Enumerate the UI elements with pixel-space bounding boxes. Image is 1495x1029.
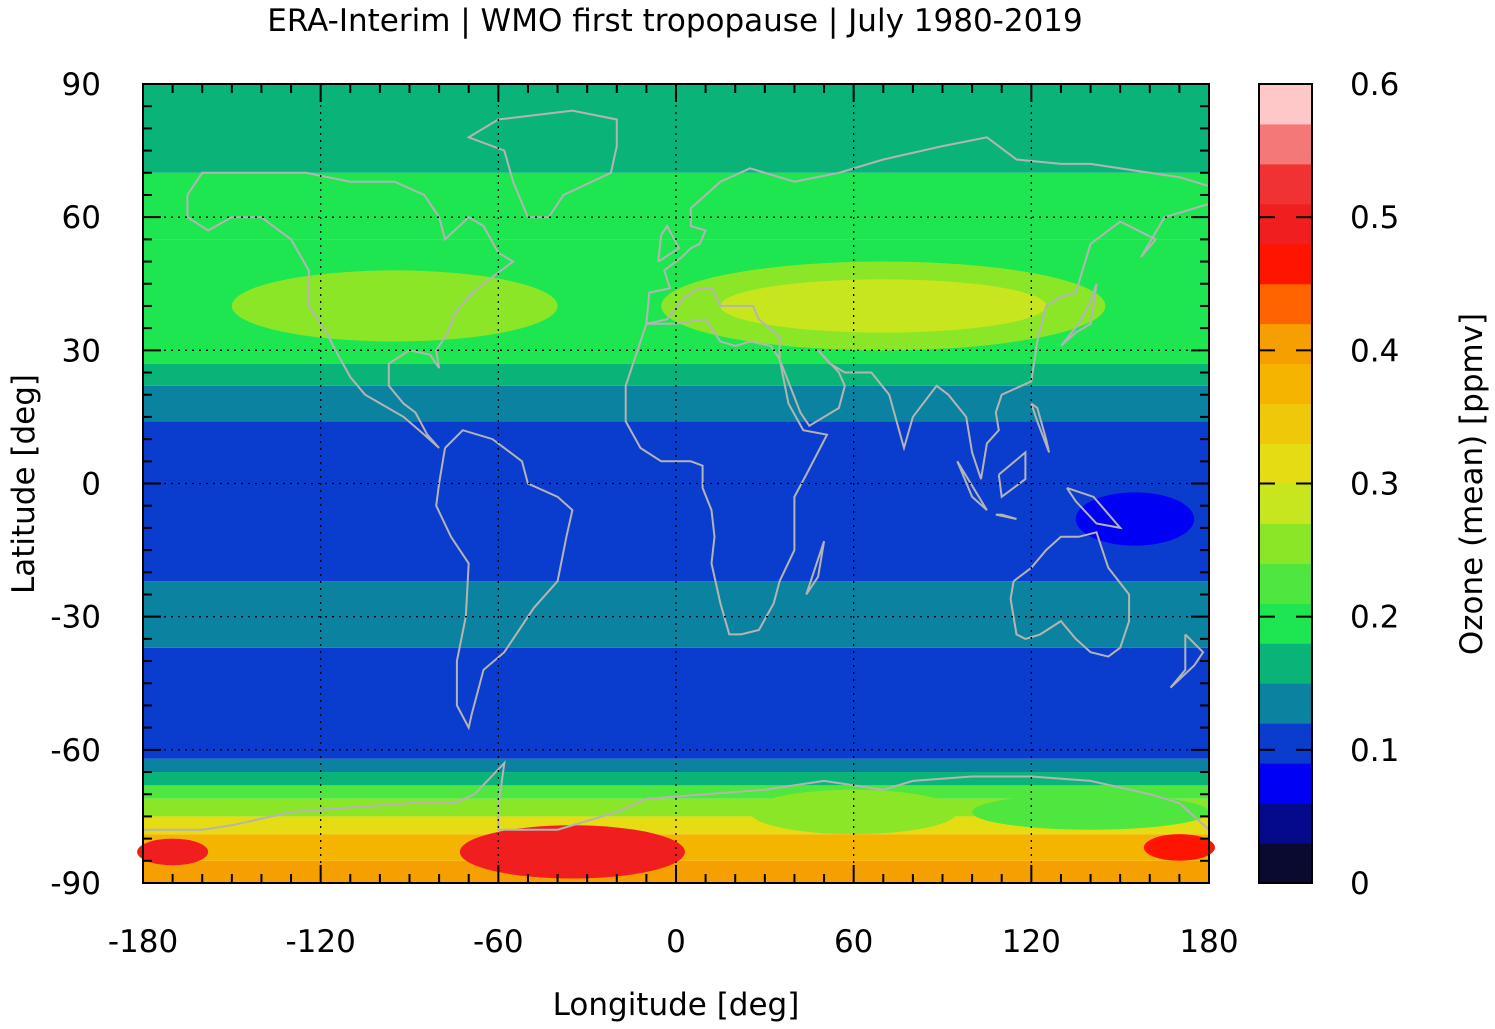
heatmap-band-9 — [143, 421, 1209, 582]
heatmap-region-1 — [720, 279, 1047, 333]
colorbar-tick-label: 0 — [1350, 866, 1370, 902]
y-tick-label: -90 — [50, 866, 101, 902]
colorbar-swatch-8 — [1259, 523, 1312, 564]
colorbar-swatch-13 — [1259, 323, 1312, 365]
coastline-path-3 — [645, 136, 1210, 480]
y-tick-label: 30 — [62, 333, 101, 369]
x-tick-label: 180 — [1179, 924, 1238, 960]
coastline-path-8 — [1060, 283, 1098, 347]
coastline-path-14 — [1169, 633, 1205, 689]
colorbar-swatch-4 — [1259, 683, 1312, 724]
x-tick-label: 60 — [834, 924, 873, 960]
colorbar-tick-label: 0.6 — [1350, 67, 1399, 103]
colorbar-swatch-3 — [1259, 723, 1312, 764]
y-tick-label: 90 — [62, 67, 101, 103]
colorbar-tick-label: 0.5 — [1350, 200, 1399, 236]
colorbar-swatch-1 — [1259, 803, 1312, 844]
colorbar-swatch-10 — [1259, 443, 1312, 484]
coastline-path-15 — [1030, 402, 1051, 453]
colorbar-swatch-9 — [1259, 483, 1312, 524]
coastline-path-5 — [466, 109, 618, 219]
x-tick-label: -60 — [473, 924, 524, 960]
coastline-path-4 — [1009, 531, 1131, 658]
colorbar-tick-label: 0.2 — [1350, 600, 1399, 636]
heatmap-region-2 — [231, 270, 558, 342]
colorbar-swatch-12 — [1259, 363, 1312, 405]
colorbar-swatch-19 — [1259, 84, 1312, 125]
coastline-path-10 — [995, 513, 1017, 520]
heatmap-region-8 — [1075, 492, 1195, 546]
colorbar-swatch-18 — [1259, 123, 1312, 165]
coastline-path-11 — [997, 450, 1027, 499]
colorbar-swatch-6 — [1259, 603, 1312, 644]
y-tick-label: 60 — [62, 200, 101, 236]
colorbar-swatch-15 — [1259, 243, 1312, 285]
x-tick-label: 0 — [666, 924, 686, 960]
colorbar-swatch-11 — [1259, 403, 1312, 445]
heatmap-region-3 — [459, 825, 685, 879]
y-tick-label: -60 — [50, 733, 101, 769]
coastline-path-6 — [143, 760, 1210, 831]
coastline-path-7 — [657, 224, 681, 263]
colorbar-swatch-7 — [1259, 563, 1312, 604]
chart-title: ERA-Interim | WMO first tropopause | Jul… — [267, 3, 1083, 39]
x-tick-label: -120 — [285, 924, 355, 960]
y-tick-label: -30 — [50, 600, 101, 636]
y-tick-label: 0 — [81, 467, 101, 503]
heatmap-region-6 — [750, 789, 958, 835]
colorbar-label: Ozone (mean) [ppmv] — [1454, 313, 1490, 655]
colorbar-swatch-14 — [1259, 283, 1312, 325]
colorbar-tick-label: 0.1 — [1350, 733, 1399, 769]
heatmap-band-11 — [143, 363, 1209, 386]
heatmap-region-5 — [1143, 834, 1215, 861]
x-axis-label: Longitude [deg] — [553, 987, 800, 1023]
heatmap-region-7 — [972, 794, 1209, 830]
colorbar-swatch-2 — [1259, 763, 1312, 804]
coastline-path-2 — [624, 318, 829, 636]
heatmap-region-4 — [137, 838, 209, 866]
plot-area — [137, 83, 1215, 884]
colorbar-swatch-5 — [1259, 643, 1312, 684]
y-axis-label: Latitude [deg] — [6, 374, 42, 594]
x-tick-label: -180 — [108, 924, 178, 960]
x-tick-label: 120 — [1002, 924, 1061, 960]
colorbar-tick-label: 0.4 — [1350, 333, 1399, 369]
coastline-path-1 — [435, 429, 574, 731]
heatmap-band-6 — [143, 758, 1209, 773]
colorbar-swatch-17 — [1259, 163, 1312, 205]
colorbar-swatch-0 — [1259, 843, 1312, 884]
heatmap-band-10 — [143, 385, 1209, 422]
coastline-path-13 — [805, 540, 826, 596]
colorbar-tick-label: 0.3 — [1350, 467, 1399, 503]
coastline-outlines — [143, 109, 1210, 831]
colorbar-swatch-16 — [1259, 203, 1312, 245]
coastline-path-9 — [956, 460, 988, 511]
colorbar: 0 0.1 0.2 0.3 0.4 0.5 0.6 — [1258, 67, 1399, 902]
coastline-path-12 — [1066, 486, 1123, 530]
